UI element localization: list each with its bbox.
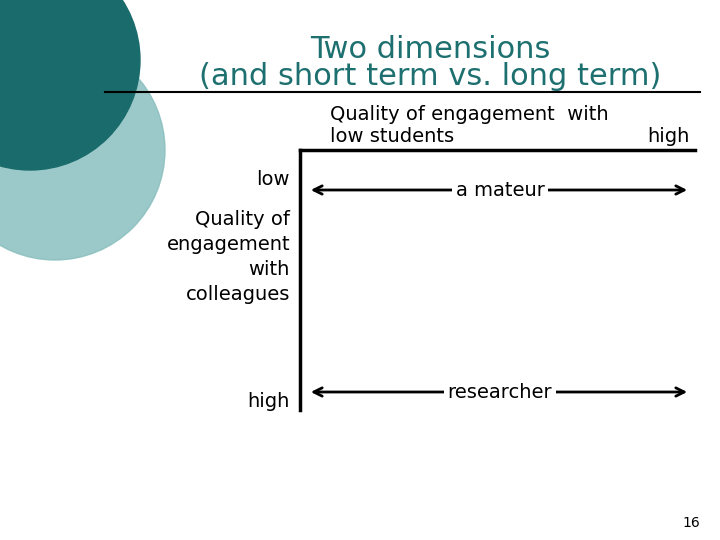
- Text: Quality of
engagement
with
colleagues: Quality of engagement with colleagues: [166, 210, 290, 304]
- Text: Two dimensions: Two dimensions: [310, 35, 550, 64]
- Circle shape: [0, 0, 140, 170]
- Text: 16: 16: [683, 516, 700, 530]
- Text: high: high: [647, 127, 690, 146]
- Text: low students: low students: [330, 127, 454, 146]
- Circle shape: [0, 40, 165, 260]
- Text: Quality of engagement  with: Quality of engagement with: [330, 105, 608, 124]
- Text: researcher: researcher: [448, 382, 552, 402]
- Text: a mateur: a mateur: [456, 180, 544, 199]
- Text: high: high: [248, 392, 290, 411]
- Text: low: low: [256, 170, 290, 189]
- Text: (and short term vs. long term): (and short term vs. long term): [199, 62, 661, 91]
